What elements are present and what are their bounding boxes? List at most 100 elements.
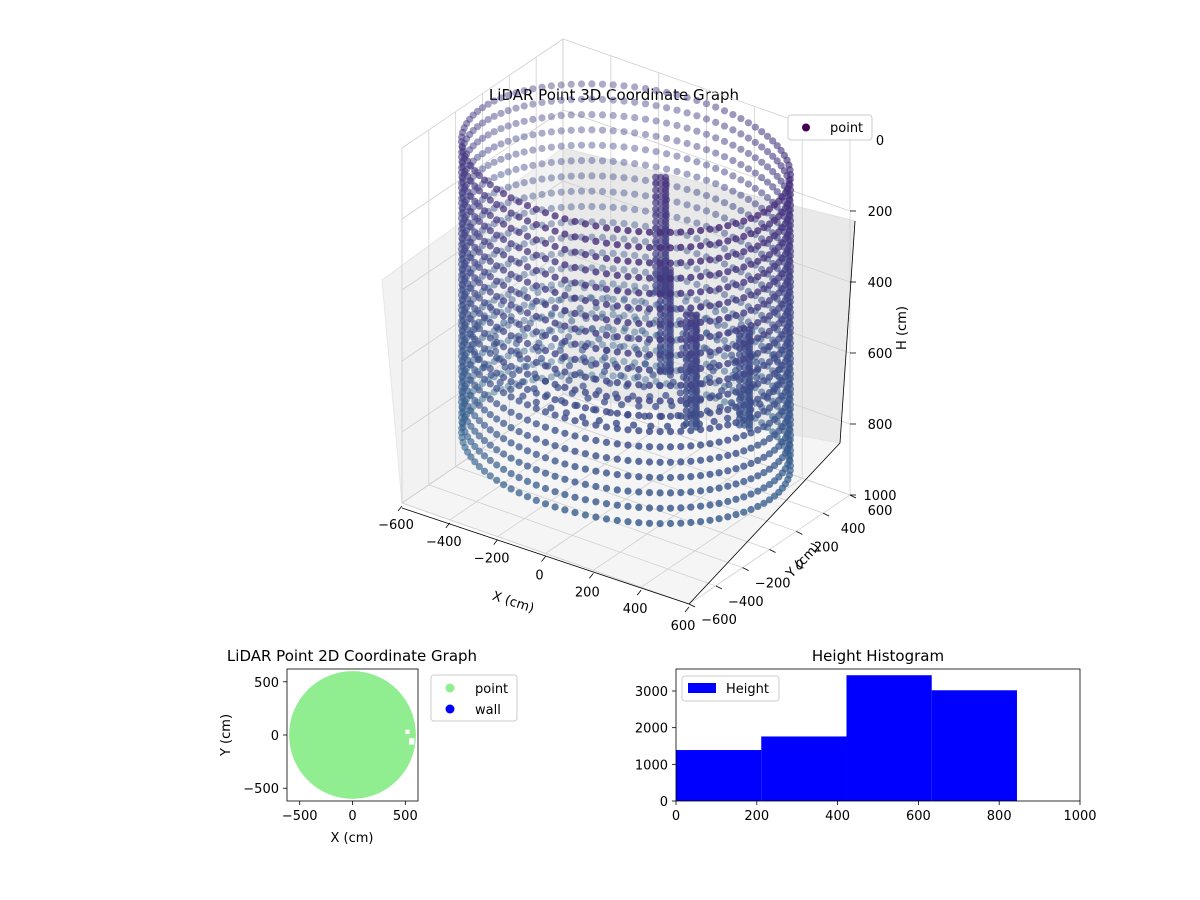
plot3d-point bbox=[561, 460, 569, 468]
plot3d-point bbox=[758, 158, 766, 166]
plot3d-point bbox=[724, 298, 732, 306]
plot3d-point bbox=[480, 467, 489, 475]
plot3d-point bbox=[541, 469, 550, 477]
plot3d-point bbox=[523, 493, 532, 501]
plot3d-point bbox=[736, 410, 744, 418]
plot3d-point bbox=[754, 227, 762, 235]
plot3d-point bbox=[760, 254, 768, 262]
plot3d-point bbox=[677, 243, 685, 251]
plot2d-legend: point wall bbox=[430, 674, 518, 722]
plot3d-point bbox=[493, 262, 501, 270]
plot3d-point bbox=[624, 334, 632, 342]
plot3d-point bbox=[656, 397, 664, 405]
plot3d-point bbox=[656, 290, 664, 298]
plot3d-point bbox=[737, 393, 745, 401]
plot3d-point bbox=[666, 346, 675, 354]
plot3d-point bbox=[631, 206, 639, 214]
plot3d-point bbox=[613, 302, 621, 310]
plot3d-point bbox=[613, 348, 621, 356]
plot3d-point bbox=[729, 202, 737, 211]
plot3d-point bbox=[697, 257, 705, 265]
plot3d-point bbox=[613, 501, 621, 509]
plot3d-point bbox=[493, 400, 501, 408]
plot3d-point bbox=[571, 279, 579, 287]
plot3d-point bbox=[598, 80, 607, 88]
plot3d-point bbox=[467, 361, 475, 369]
plot3d-point bbox=[592, 467, 600, 475]
plot3d-point bbox=[561, 245, 569, 254]
plot3d-point bbox=[720, 367, 729, 375]
plot3d-point bbox=[577, 126, 586, 134]
plot3d-point bbox=[487, 371, 495, 379]
plot3d-point bbox=[692, 359, 700, 367]
plot3d-point bbox=[754, 456, 762, 465]
plot3d-point bbox=[631, 175, 639, 183]
plot3d-ytick-mark bbox=[688, 603, 696, 608]
plot3d-point bbox=[486, 257, 494, 265]
plot3d-point bbox=[547, 342, 556, 350]
plot3d-point bbox=[602, 377, 611, 385]
plot3d-point bbox=[662, 391, 670, 400]
plot3d-point bbox=[541, 362, 550, 370]
plot3d-point bbox=[715, 453, 723, 461]
plot3d-point bbox=[571, 508, 579, 517]
plot3d-point bbox=[747, 429, 755, 437]
plot3d-point bbox=[740, 340, 748, 348]
plot3d-point bbox=[746, 329, 754, 337]
plot3d-point bbox=[541, 347, 550, 355]
plot3d-point bbox=[504, 153, 512, 161]
plot3d-point bbox=[532, 450, 540, 458]
plot3d-point bbox=[747, 352, 755, 360]
plot2d-gap bbox=[405, 729, 410, 734]
plot3d-point bbox=[765, 465, 774, 473]
plot3d-point bbox=[677, 473, 685, 481]
plot3d-point bbox=[613, 486, 621, 494]
plot3d-point bbox=[760, 361, 768, 369]
plot3d-point bbox=[480, 452, 489, 460]
plot3d-point bbox=[687, 411, 695, 419]
plot3d-point bbox=[715, 407, 723, 415]
plot2d: LiDAR Point 2D Coordinate Graph −500 0 500… bbox=[219, 647, 518, 846]
plot3d-xtick-mark bbox=[541, 556, 546, 562]
plot3d-point bbox=[612, 419, 621, 427]
plot3d-point bbox=[581, 235, 590, 243]
plot3d-point bbox=[529, 177, 537, 185]
plot3d-point bbox=[492, 347, 500, 356]
plot3d-point bbox=[697, 364, 705, 372]
plot3d-point bbox=[512, 165, 520, 174]
plot3d-point bbox=[666, 412, 675, 420]
plot3d-point bbox=[635, 228, 643, 236]
plot3d-point bbox=[652, 102, 660, 110]
plot3d-point bbox=[557, 173, 565, 181]
plot3d-point bbox=[541, 224, 550, 232]
plot3d-point bbox=[702, 146, 711, 154]
plot3d-point bbox=[769, 183, 777, 191]
plot3d-point bbox=[706, 271, 714, 279]
plot3d-point bbox=[567, 203, 575, 211]
plot3d-point bbox=[765, 480, 774, 489]
plot3d-point bbox=[471, 335, 479, 343]
plot3d-point bbox=[523, 477, 532, 485]
plot3d-point bbox=[760, 453, 768, 461]
plot3d-point bbox=[641, 146, 650, 154]
plot3d-point bbox=[635, 396, 643, 404]
plot3d-point bbox=[557, 188, 565, 196]
plot3d-point bbox=[747, 459, 755, 468]
plot3d-point bbox=[588, 80, 596, 88]
plot3d-point bbox=[532, 374, 540, 382]
plot3d-point bbox=[561, 383, 569, 391]
plot3d-point bbox=[588, 156, 596, 165]
plot3d-point bbox=[677, 366, 685, 374]
plot3d-point bbox=[770, 431, 779, 439]
plot3d-point bbox=[720, 291, 729, 299]
plot3d-point bbox=[747, 337, 755, 345]
plot3d-point bbox=[760, 407, 768, 415]
plot3d-point bbox=[693, 173, 701, 181]
plot3d-point bbox=[480, 222, 489, 230]
histogram-legend-swatch bbox=[688, 683, 716, 693]
plot3d-point bbox=[493, 461, 501, 469]
plot3d-point bbox=[620, 281, 628, 289]
plot3d-point bbox=[581, 358, 590, 366]
plot3d-point bbox=[520, 102, 528, 110]
plot3d-point bbox=[760, 239, 768, 247]
